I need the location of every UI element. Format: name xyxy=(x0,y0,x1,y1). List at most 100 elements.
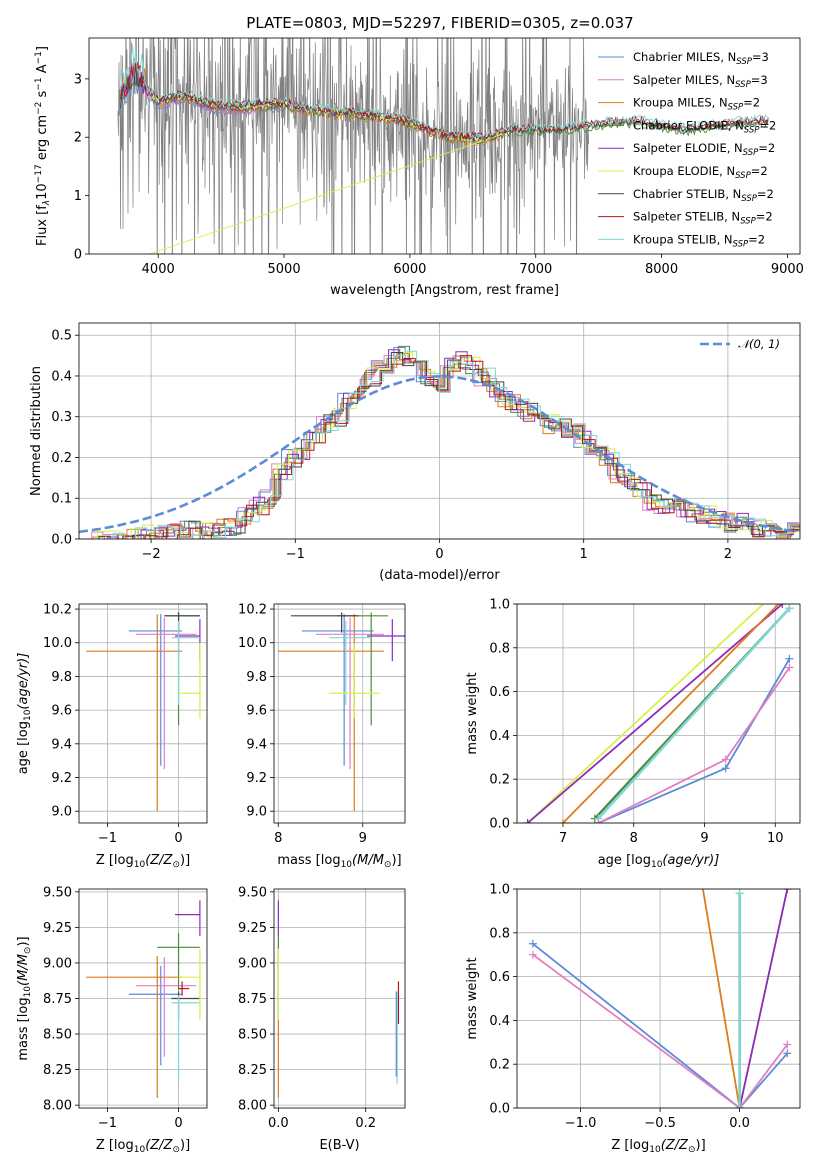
y-tick-label: 10.0 xyxy=(43,636,72,651)
gaussian-curve xyxy=(79,375,798,534)
legend-entry: Chabrier MILES, NSSP=3 xyxy=(633,50,769,67)
x-tick-label: −2 xyxy=(142,547,161,562)
x-tick-label: 0 xyxy=(174,1116,182,1131)
y-tick-label: 1.0 xyxy=(489,598,510,613)
weight-marker xyxy=(523,819,532,823)
y-tick-label: 0.0 xyxy=(489,817,510,832)
weight-line-2 xyxy=(562,604,780,823)
weight-marker xyxy=(785,589,793,597)
y-tick-label: 9.25 xyxy=(43,921,72,936)
y-tick-label: 1.0 xyxy=(489,883,510,898)
y-tick-label: 9.6 xyxy=(246,704,267,719)
y-tick-label: 0.3 xyxy=(51,410,72,425)
x-tick-label: 9 xyxy=(359,831,367,846)
x-axis-label: (data-model)/error xyxy=(379,568,500,583)
y-tick-label: 8.25 xyxy=(43,1063,72,1078)
y-tick-label: 0.2 xyxy=(51,451,72,466)
x-tick-label: 1 xyxy=(580,547,588,562)
axes-frame xyxy=(273,888,406,1109)
x-tick-label: −1 xyxy=(98,1116,117,1131)
axes-age_vs_mass: 8 9 9.0 9.2 9.4 9.6 9.8 10.0 10.2 mass [log10(M/M… xyxy=(238,603,406,870)
legend-entry: Kroupa MILES, NSSP=2 xyxy=(633,96,760,113)
x-axis-label: Z [log10(Z/Z⊙)] xyxy=(611,1138,705,1155)
legend-entry: Chabrier ELODIE, NSSP=2 xyxy=(633,118,776,135)
x-axis-label: Z [log10(Z/Z⊙)] xyxy=(96,853,190,870)
y-tick-label: 0.4 xyxy=(489,729,510,744)
axes-massweight_vs_age: 7 8 9 10 0.0 0.2 0.4 0.6 0.8 1.0 mass weight age [l… xyxy=(465,589,801,870)
y-tick-label: 9.0 xyxy=(246,805,267,820)
y-tick-label: 8.00 xyxy=(43,1099,72,1114)
weight-marker xyxy=(721,764,730,773)
y-tick-label: 10.2 xyxy=(43,603,72,618)
grid xyxy=(79,604,207,823)
plot-area xyxy=(117,38,769,254)
residual-hist-5 xyxy=(86,351,800,539)
y-tick-label: 8.75 xyxy=(43,992,72,1007)
plot-area xyxy=(278,612,405,812)
model-line-8 xyxy=(120,44,769,139)
weight-marker xyxy=(785,604,794,613)
legend-entry: Kroupa ELODIE, NSSP=2 xyxy=(633,164,768,181)
axes-frame xyxy=(78,322,801,540)
x-tick-label: 2 xyxy=(724,547,732,562)
plot-area xyxy=(79,345,800,539)
weight-marker xyxy=(594,819,603,823)
axes-mass_vs_Z: −1 0 8.00 8.25 8.50 8.75 9.00 9.25 9.50 Z [log10(… xyxy=(16,885,208,1155)
x-tick-label: −0.5 xyxy=(644,1116,676,1131)
x-axis-label: age [log10(age/yr)] xyxy=(598,853,720,870)
y-tick-label: 0.4 xyxy=(51,369,72,384)
x-tick-label: 4000 xyxy=(142,262,175,277)
y-tick-label: 0.0 xyxy=(489,1102,510,1117)
legend-entry: Salpeter STELIB, NSSP=2 xyxy=(633,210,773,227)
y-tick-label: 2 xyxy=(74,131,82,146)
x-tick-label: 8000 xyxy=(645,262,678,277)
y-tick-label: 9.50 xyxy=(43,885,72,900)
weight-marker xyxy=(783,1040,792,1049)
y-tick-label: 0 xyxy=(74,248,82,263)
y-tick-label: 0.5 xyxy=(51,329,72,344)
legend-entry: Salpeter ELODIE, NSSP=2 xyxy=(633,141,775,158)
weight-line-1 xyxy=(527,604,783,823)
x-tick-label: −1.0 xyxy=(565,1116,597,1131)
y-tick-label: 8.25 xyxy=(238,1063,267,1078)
x-tick-label: −1 xyxy=(98,831,117,846)
y-tick-label: 0.6 xyxy=(489,685,510,700)
legend-entry: Chabrier STELIB, NSSP=2 xyxy=(633,187,774,204)
axes-spectrum: 4000 5000 6000 7000 8000 9000 0 1 2 3 Chabrier MIL… xyxy=(34,37,804,298)
plot-area xyxy=(277,900,400,1099)
legend-entry: Kroupa STELIB, NSSP=2 xyxy=(633,232,765,249)
x-tick-label: 0 xyxy=(435,547,443,562)
y-tick-label: 10.2 xyxy=(238,603,267,618)
y-tick-label: 9.25 xyxy=(238,921,267,936)
y-tick-label: 1 xyxy=(74,189,82,204)
y-tick-label: 8.50 xyxy=(238,1028,267,1043)
weight-marker xyxy=(785,654,794,663)
y-tick-label: 0.4 xyxy=(489,1014,510,1029)
weight-marker xyxy=(735,1104,744,1108)
x-tick-label: −1 xyxy=(286,547,305,562)
weight-line-0 xyxy=(532,943,788,1108)
x-tick-label: 8 xyxy=(630,831,638,846)
y-tick-label: 10.0 xyxy=(238,636,267,651)
plot-area xyxy=(86,612,201,812)
y-tick-label: 9.8 xyxy=(246,670,267,685)
legend-entry: 𝒩(0, 1) xyxy=(738,337,780,351)
plot-area xyxy=(86,900,201,1099)
y-tick-label: 9.4 xyxy=(246,737,267,752)
grid xyxy=(274,889,405,1108)
axes-frame xyxy=(273,603,406,824)
x-tick-label: 7 xyxy=(559,831,567,846)
x-tick-label: 5000 xyxy=(268,262,301,277)
y-tick-label: 9.8 xyxy=(51,670,72,685)
weight-line-4 xyxy=(597,607,791,820)
weight-marker xyxy=(771,589,779,597)
y-tick-label: 9.2 xyxy=(246,771,267,786)
y-tick-label: 8.00 xyxy=(238,1099,267,1114)
weight-marker xyxy=(783,1049,792,1058)
y-tick-label: 9.6 xyxy=(51,704,72,719)
y-tick-label: 9.0 xyxy=(51,805,72,820)
grid xyxy=(79,323,800,540)
weight-marker xyxy=(558,819,567,823)
x-axis-label: wavelength [Angstrom, rest frame] xyxy=(330,283,559,298)
